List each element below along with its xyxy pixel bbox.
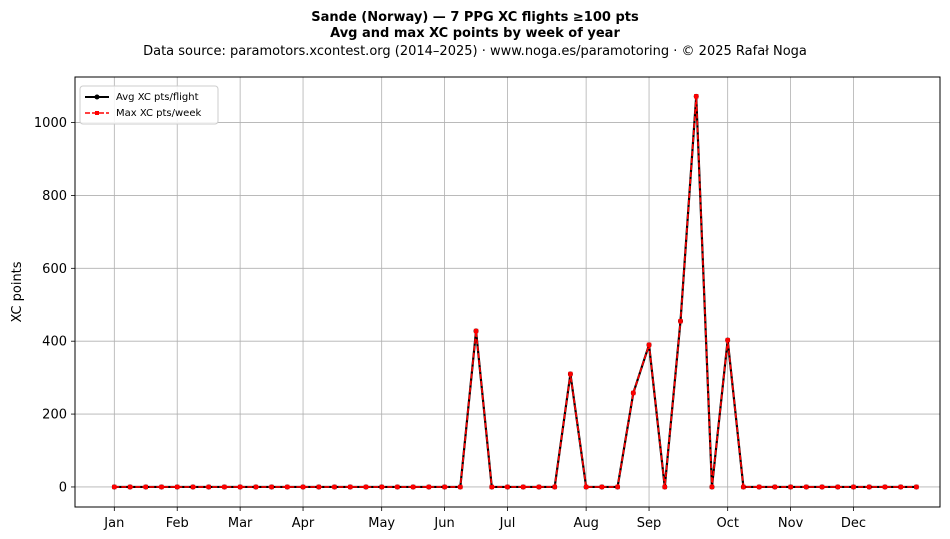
max-point-week-24 [473, 328, 479, 334]
max-point-week-4 [159, 484, 164, 490]
x-tick-label-nov: Nov [778, 516, 804, 531]
max-point-week-34 [631, 390, 636, 396]
max-point-week-29 [552, 484, 557, 490]
max-point-week-36 [662, 484, 667, 490]
x-tick-label-aug: Aug [573, 516, 598, 531]
x-tick-label-jun: Jun [433, 516, 454, 531]
y-tick-label-800: 800 [42, 189, 67, 204]
x-tick-label-jul: Jul [499, 516, 516, 531]
max-point-week-42 [756, 484, 762, 490]
max-point-week-26 [505, 484, 510, 490]
x-tick-label-feb: Feb [166, 516, 189, 531]
x-tick-label-may: May [368, 516, 395, 531]
max-point-week-45 [804, 484, 809, 490]
series-layer [111, 93, 919, 490]
max-point-week-1 [112, 484, 117, 490]
max-point-week-50 [882, 484, 888, 490]
x-axis: Jan Feb Mar Apr May Jun Jul Aug Sep Oct Nov Dec [103, 507, 866, 531]
max-point-week-41 [741, 484, 746, 490]
max-point-week-8 [222, 484, 227, 490]
chart-subtitle: Data source: paramotors.xcontest.org (20… [143, 44, 807, 59]
max-point-week-10 [253, 484, 259, 490]
y-tick-label-400: 400 [42, 335, 67, 350]
max-point-week-28 [536, 484, 542, 490]
max-point-week-43 [772, 484, 778, 490]
max-point-week-19 [395, 484, 400, 490]
max-point-week-17 [363, 484, 369, 490]
max-point-week-22 [442, 484, 447, 490]
max-point-week-35 [646, 342, 652, 348]
max-point-week-40 [725, 337, 730, 343]
plot-frame [74, 76, 941, 508]
y-tick-label-0: 0 [59, 480, 67, 495]
max-point-week-25 [489, 484, 494, 490]
max-point-week-9 [237, 484, 243, 490]
max-point-week-37 [678, 318, 683, 324]
x-tick-label-oct: Oct [716, 516, 738, 531]
legend-max-marker [95, 111, 99, 115]
max-point-week-6 [190, 484, 196, 490]
max-point-week-13 [300, 484, 306, 490]
max-point-week-44 [788, 484, 793, 490]
max-point-week-49 [867, 484, 872, 490]
chart-title-line1: Sande (Norway) — 7 PPG XC flights ≥100 p… [311, 10, 639, 25]
max-point-week-51 [898, 484, 903, 490]
max-point-week-46 [819, 484, 825, 490]
max-point-week-18 [379, 484, 384, 490]
max-point-week-11 [269, 484, 274, 490]
max-point-week-31 [583, 484, 589, 490]
max-point-week-12 [285, 484, 290, 490]
max-point-week-47 [835, 484, 840, 490]
series-avg-line [114, 95, 917, 489]
max-point-week-32 [599, 484, 605, 490]
y-tick-label-600: 600 [42, 262, 67, 277]
legend-avg-label: Avg XC pts/flight [116, 92, 199, 103]
max-point-week-7 [206, 484, 211, 490]
max-point-week-33 [615, 484, 620, 490]
x-tick-label-jan: Jan [103, 516, 124, 531]
chart-title-line2: Avg and max XC points by week of year [330, 26, 620, 41]
max-point-week-21 [426, 484, 432, 490]
y-axis-label: XC points [10, 261, 25, 322]
x-tick-label-dec: Dec [841, 516, 866, 531]
x-tick-label-sep: Sep [637, 516, 662, 531]
y-tick-label-1000: 1000 [34, 116, 67, 131]
max-point-week-16 [348, 484, 353, 490]
x-tick-label-mar: Mar [228, 516, 253, 531]
max-point-week-2 [127, 484, 133, 490]
max-point-week-15 [332, 484, 337, 490]
max-point-week-14 [316, 484, 321, 490]
legend-max-label: Max XC pts/week [116, 108, 201, 119]
legend-avg-marker [94, 94, 100, 100]
legend-box [79, 85, 219, 125]
max-point-week-23 [458, 484, 463, 490]
y-tick-label-200: 200 [42, 408, 67, 423]
max-point-week-48 [851, 484, 856, 490]
legend: Avg XC pts/flight Max XC pts/week [79, 85, 219, 125]
y-axis: 0 200 400 600 800 1000 [34, 116, 75, 495]
max-point-week-3 [143, 484, 148, 490]
max-point-week-38 [694, 94, 699, 99]
grid-lines [75, 77, 940, 507]
max-point-week-52 [914, 484, 919, 490]
max-point-week-27 [521, 484, 526, 490]
x-tick-label-apr: Apr [292, 516, 315, 531]
max-point-week-39 [709, 484, 715, 490]
max-point-week-20 [410, 484, 416, 490]
max-point-week-5 [175, 484, 180, 490]
series-max-line [114, 95, 917, 488]
max-point-week-30 [568, 371, 573, 377]
